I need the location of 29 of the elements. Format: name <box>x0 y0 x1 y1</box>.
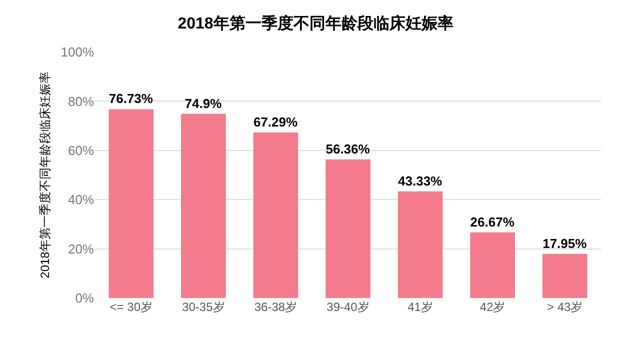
data-label: 43.33% <box>398 173 443 188</box>
y-tick-label: 60% <box>68 142 94 158</box>
y-tick-label: 0% <box>75 290 94 306</box>
y-tick-label: 40% <box>68 192 94 208</box>
y-tick-label: 20% <box>68 241 94 256</box>
chart-title: 2018年第一季度不同年龄段临床妊娠率 <box>178 13 454 32</box>
bar <box>398 191 443 298</box>
data-label: 17.95% <box>542 236 588 251</box>
bar <box>253 132 298 298</box>
y-axis-title: 2018年第一季度不同年龄段临床妊娠率 <box>38 72 52 278</box>
bar <box>542 254 588 298</box>
x-tick-label: 30-35岁 <box>182 300 225 314</box>
x-tick-label: 42岁 <box>480 300 506 314</box>
data-label: 26.67% <box>470 214 515 230</box>
bar <box>108 109 154 298</box>
data-label: 76.73% <box>108 91 154 106</box>
x-tick-label: <= 30岁 <box>110 300 152 314</box>
x-tick-label: 39-40岁 <box>326 300 370 314</box>
bar <box>181 114 226 298</box>
data-label: 67.29% <box>253 114 298 130</box>
y-tick-label: 100% <box>60 44 94 60</box>
x-tick-label: 36-38岁 <box>254 300 298 314</box>
x-tick-label: 41岁 <box>408 300 433 314</box>
x-tick-label: > 43岁 <box>547 300 583 314</box>
y-tick-label: 80% <box>68 94 94 109</box>
data-label: 74.9% <box>184 96 222 111</box>
bar <box>470 232 515 298</box>
data-label: 56.36% <box>326 141 370 156</box>
bar <box>326 159 370 298</box>
